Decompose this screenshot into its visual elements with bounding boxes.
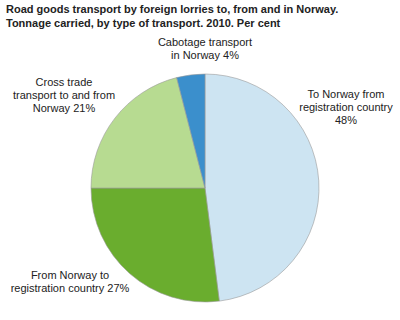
pie-slice [177, 74, 205, 188]
slice-label: To Norway from [307, 88, 384, 100]
slice-label: From Norway to [31, 269, 109, 281]
data-label: 21% [70, 102, 95, 114]
pie-slice [91, 188, 219, 302]
label-line: registration country [299, 101, 393, 113]
data-label: 48% [335, 114, 357, 126]
label-line: Norway 21% [33, 102, 96, 114]
title: Road goods transport by foreign lorries … [6, 3, 338, 15]
label-line: registration country 27% [11, 282, 130, 294]
label-line: To Norway from [307, 88, 384, 100]
slices [91, 74, 319, 302]
slice-label: Norway [33, 102, 71, 114]
label-line: Cabotage transport [158, 36, 252, 48]
slice-label: Cabotage transport [158, 36, 252, 48]
slice-label: transport to and from [13, 89, 115, 101]
slice-label: registration country [299, 101, 393, 113]
label-line: 48% [335, 114, 357, 126]
label-line: From Norway to [31, 269, 109, 281]
slice-label: Cross trade [36, 76, 93, 88]
label-line: Cross trade [36, 76, 93, 88]
label-line: transport to and from [13, 89, 115, 101]
slice-label: registration country [11, 282, 105, 294]
label-line: in Norway 4% [171, 49, 239, 61]
chart: Road goods transport by foreign lorries … [0, 0, 400, 320]
title: Tonnage carried, by type of transport. 2… [6, 17, 281, 29]
data-label: 4% [220, 49, 239, 61]
slice-label: in Norway [171, 49, 220, 61]
data-label: 27% [104, 282, 129, 294]
chart-container: Road goods transport by foreign lorries … [0, 0, 400, 320]
